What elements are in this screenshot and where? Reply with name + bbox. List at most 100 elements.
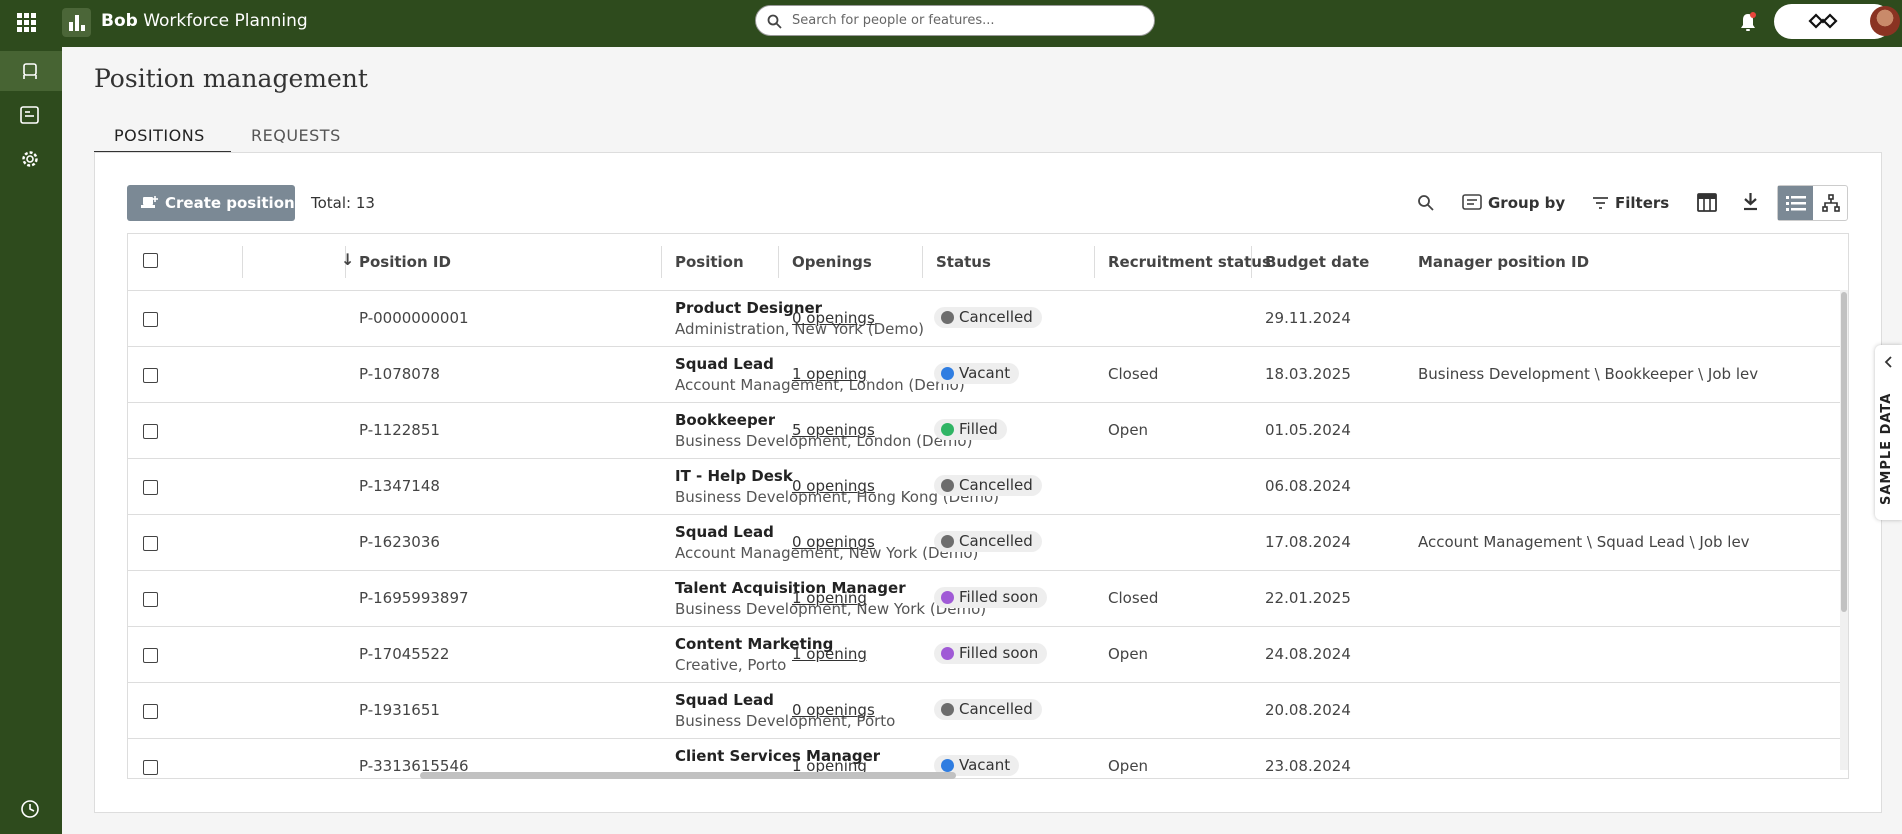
row-checkbox[interactable] xyxy=(143,536,158,551)
manager-position-id: Business Development \ Bookkeeper \ Job … xyxy=(1418,365,1759,383)
apps-menu[interactable] xyxy=(17,13,37,33)
user-avatar[interactable] xyxy=(1870,6,1900,36)
column-header[interactable]: Recruitment status xyxy=(1108,253,1271,271)
table-row: P-1122851 Bookkeeper Business Development,… xyxy=(128,402,1848,458)
openings-link[interactable]: 0 openings xyxy=(792,309,875,327)
openings-link[interactable]: 1 opening xyxy=(792,757,867,775)
position-id: P-0000000001 xyxy=(359,309,469,327)
column-divider xyxy=(242,246,243,278)
nav-whats-new[interactable] xyxy=(19,798,41,820)
openings-link[interactable]: 1 opening xyxy=(792,645,867,663)
list-view-button[interactable] xyxy=(1778,186,1813,220)
vertical-scroll-thumb[interactable] xyxy=(1841,292,1847,612)
row-checkbox[interactable] xyxy=(143,480,158,495)
budget-date: 18.03.2025 xyxy=(1265,365,1351,383)
budget-date: 22.01.2025 xyxy=(1265,589,1351,607)
position-title: Talent Acquisition Manager xyxy=(675,579,906,597)
columns-button[interactable] xyxy=(1697,193,1717,212)
position-title: Client Services Manager xyxy=(675,747,881,765)
column-divider xyxy=(1251,246,1252,278)
position-id: P-1347148 xyxy=(359,477,440,495)
column-header[interactable]: Openings xyxy=(792,253,872,271)
table-row: P-0000000001 Product Designer Administrati… xyxy=(128,290,1848,346)
status-pill: Filled xyxy=(934,419,1007,440)
column-header[interactable]: Position ID xyxy=(359,253,451,271)
openings-link[interactable]: 0 openings xyxy=(792,701,875,719)
status-pill: Vacant xyxy=(934,755,1020,776)
position-subtitle: Business Development, London (Demo) xyxy=(675,432,973,450)
horizontal-scroll-thumb[interactable] xyxy=(420,772,956,779)
column-header[interactable]: Manager position ID xyxy=(1418,253,1590,271)
position-id: P-1078078 xyxy=(359,365,440,383)
row-checkbox[interactable] xyxy=(143,648,158,663)
side-nav xyxy=(0,47,62,834)
create-position-button[interactable]: Create position xyxy=(127,185,295,221)
openings-link[interactable]: 5 openings xyxy=(792,421,875,439)
column-divider xyxy=(1094,246,1095,278)
select-all-checkbox[interactable] xyxy=(143,253,158,268)
status-label: Vacant xyxy=(959,756,1011,774)
position-subtitle: Business Development, New York (Demo) xyxy=(675,600,987,618)
row-checkbox[interactable] xyxy=(143,760,158,775)
nav-requests[interactable] xyxy=(19,104,41,126)
position-subtitle: Account Management, New York (Demo) xyxy=(675,544,979,562)
budget-date: 24.08.2024 xyxy=(1265,645,1351,663)
tab[interactable]: REQUESTS xyxy=(251,126,341,145)
create-position-label: Create position xyxy=(165,194,295,212)
sort-indicator: ↓ xyxy=(341,250,355,269)
column-divider xyxy=(345,246,346,278)
row-checkbox[interactable] xyxy=(143,312,158,327)
app-logo[interactable] xyxy=(62,8,91,37)
search-box[interactable]: Search for people or features... xyxy=(755,5,1155,36)
openings-link[interactable]: 1 opening xyxy=(792,365,867,383)
position-subtitle: Business Development, Porto xyxy=(675,712,896,730)
table-search[interactable] xyxy=(1417,194,1434,211)
search-icon xyxy=(767,14,782,29)
status-dot xyxy=(941,647,954,660)
recruitment-status: Open xyxy=(1108,757,1149,775)
recruitment-status: Closed xyxy=(1108,589,1159,607)
budget-date: 06.08.2024 xyxy=(1265,477,1351,495)
openings-link[interactable]: 0 openings xyxy=(792,477,875,495)
row-checkbox[interactable] xyxy=(143,424,158,439)
openings-link[interactable]: 1 opening xyxy=(792,589,867,607)
status-dot xyxy=(941,423,954,436)
position-subtitle: Account Management, London (Demo) xyxy=(675,376,965,394)
tab[interactable]: POSITIONS xyxy=(114,126,205,145)
filters-button[interactable]: Filters xyxy=(1615,194,1670,212)
position-subtitle: Business Development, Hong Kong (Demo) xyxy=(675,488,1000,506)
status-dot xyxy=(941,535,954,548)
budget-date: 01.05.2024 xyxy=(1265,421,1351,439)
org-chart-view-button[interactable] xyxy=(1822,194,1840,212)
position-title: Content Marketing xyxy=(675,635,834,653)
company-logo xyxy=(1808,13,1838,29)
sample-data-tab[interactable]: SAMPLE DATA xyxy=(1875,345,1902,520)
budget-date: 20.08.2024 xyxy=(1265,701,1351,719)
row-checkbox[interactable] xyxy=(143,592,158,607)
status-label: Cancelled xyxy=(959,532,1033,550)
position-title: Squad Lead xyxy=(675,523,774,541)
row-checkbox[interactable] xyxy=(143,368,158,383)
status-label: Filled xyxy=(959,420,998,438)
nav-active-bg xyxy=(0,51,62,91)
app-name: Bob Workforce Planning xyxy=(101,11,308,31)
nav-positions[interactable] xyxy=(20,61,40,81)
column-header[interactable]: Status xyxy=(936,253,991,271)
row-checkbox[interactable] xyxy=(143,704,158,719)
status-dot xyxy=(941,311,954,324)
position-id: P-17045522 xyxy=(359,645,450,663)
top-bar: Bob Workforce Planning Search for people… xyxy=(0,0,1902,47)
status-pill: Filled soon xyxy=(934,587,1048,608)
nav-settings[interactable] xyxy=(19,148,41,170)
download-button[interactable] xyxy=(1742,192,1759,211)
status-label: Cancelled xyxy=(959,700,1033,718)
total-count: Total: 13 xyxy=(311,194,375,212)
group-by-button[interactable]: Group by xyxy=(1488,194,1566,212)
sample-data-label: SAMPLE DATA xyxy=(1879,392,1894,505)
notifications[interactable] xyxy=(1737,11,1759,33)
column-header[interactable]: Budget date xyxy=(1265,253,1370,271)
column-header[interactable]: Position xyxy=(675,253,744,271)
column-divider xyxy=(922,246,923,278)
openings-link[interactable]: 0 openings xyxy=(792,533,875,551)
position-title: Squad Lead xyxy=(675,355,774,373)
